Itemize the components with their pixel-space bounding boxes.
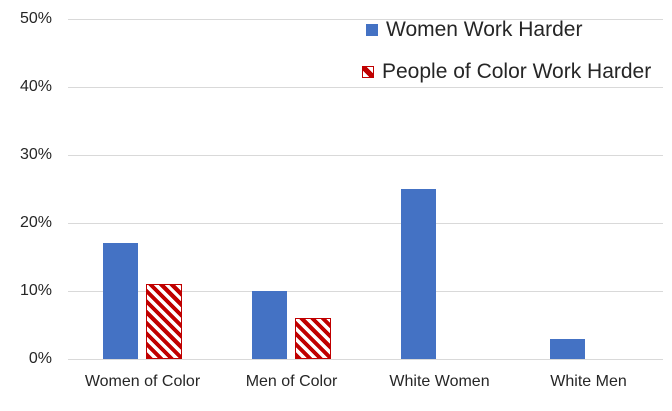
legend-label: People of Color Work Harder (382, 60, 652, 83)
y-axis-label: 50% (19, 10, 52, 27)
legend-swatch-solid-icon (366, 24, 378, 36)
y-axis-label: 30% (19, 146, 52, 163)
x-axis-label-women-of-color: Women of Color (84, 373, 201, 390)
y-axis-label: 0% (28, 350, 52, 367)
legend-entry-women-work-harder: Women Work Harder (366, 18, 582, 42)
legend-swatch-hatched-icon (362, 66, 374, 78)
bar-people-of-color-work-harder-women-of-color (146, 284, 182, 359)
legend-entry-people-of-color-work-harder: People of Color Work Harder (362, 60, 651, 84)
y-axis-label: 20% (19, 214, 52, 231)
gridline-50% (68, 19, 663, 20)
gridline-10% (68, 291, 663, 292)
y-axis-label: 10% (19, 282, 52, 299)
gridline-30% (68, 155, 663, 156)
bar-women-work-harder-men-of-color (252, 291, 287, 359)
bar-women-work-harder-white-men (550, 339, 585, 359)
bar-women-work-harder-women-of-color (103, 243, 138, 359)
gridline-0% (68, 359, 663, 360)
gridline-20% (68, 223, 663, 224)
x-axis-label-men-of-color: Men of Color (245, 373, 338, 390)
bar-women-work-harder-white-women (401, 189, 436, 359)
gridline-40% (68, 87, 663, 88)
legend-label: Women Work Harder (386, 18, 583, 41)
x-axis-label-white-men: White Men (550, 373, 627, 390)
bar-people-of-color-work-harder-men-of-color (295, 318, 331, 359)
y-axis-label: 40% (19, 78, 52, 95)
x-axis-label-white-women: White Women (389, 373, 490, 390)
